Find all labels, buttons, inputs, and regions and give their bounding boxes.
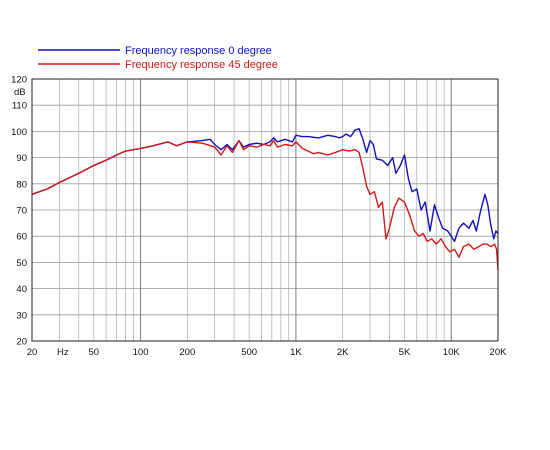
- x-tick-label: 100: [133, 347, 149, 358]
- y-axis-ticks: 20 30 40 50 60 70 80 90 100 110 120: [11, 75, 27, 348]
- x-tick-label: 20K: [490, 347, 508, 358]
- x-tick-label: 2K: [337, 347, 349, 358]
- plot-frame: [31, 78, 499, 342]
- x-tick-label: 5K: [399, 347, 411, 358]
- x-axis-unit-label: Hz: [57, 347, 69, 358]
- y-tick-label: 50: [16, 258, 27, 269]
- y-tick-label: 40: [16, 284, 27, 295]
- y-tick-label: 70: [16, 206, 27, 217]
- x-tick-label: 10K: [443, 347, 461, 358]
- y-tick-label: 120: [11, 75, 27, 86]
- y-tick-label: 20: [16, 337, 27, 348]
- legend-label-0-degree: Frequency response 0 degree: [125, 45, 272, 57]
- grid: [31, 78, 499, 342]
- x-tick-label: 500: [241, 347, 257, 358]
- series-line-0-degree: [31, 128, 499, 243]
- x-tick-label: 20: [27, 347, 38, 358]
- y-tick-label: 90: [16, 153, 27, 164]
- x-tick-label: 1K: [290, 347, 302, 358]
- legend: Frequency response 0 degree Frequency re…: [38, 45, 278, 71]
- x-tick-label: 200: [179, 347, 195, 358]
- y-axis-unit-label: dB: [14, 87, 26, 98]
- y-tick-label: 100: [11, 127, 27, 138]
- y-tick-label: 110: [12, 101, 27, 112]
- data-series: [31, 128, 499, 271]
- y-tick-label: 80: [16, 179, 27, 190]
- legend-label-45-degree: Frequency response 45 degree: [125, 59, 278, 71]
- x-axis-ticks: 20 50 100 200 500 1K 2K 5K 10K 20K: [27, 347, 507, 358]
- series-line-45-degree: [31, 139, 499, 271]
- y-tick-label: 60: [16, 232, 27, 243]
- y-tick-label: 30: [16, 310, 27, 321]
- x-tick-label: 50: [89, 347, 100, 358]
